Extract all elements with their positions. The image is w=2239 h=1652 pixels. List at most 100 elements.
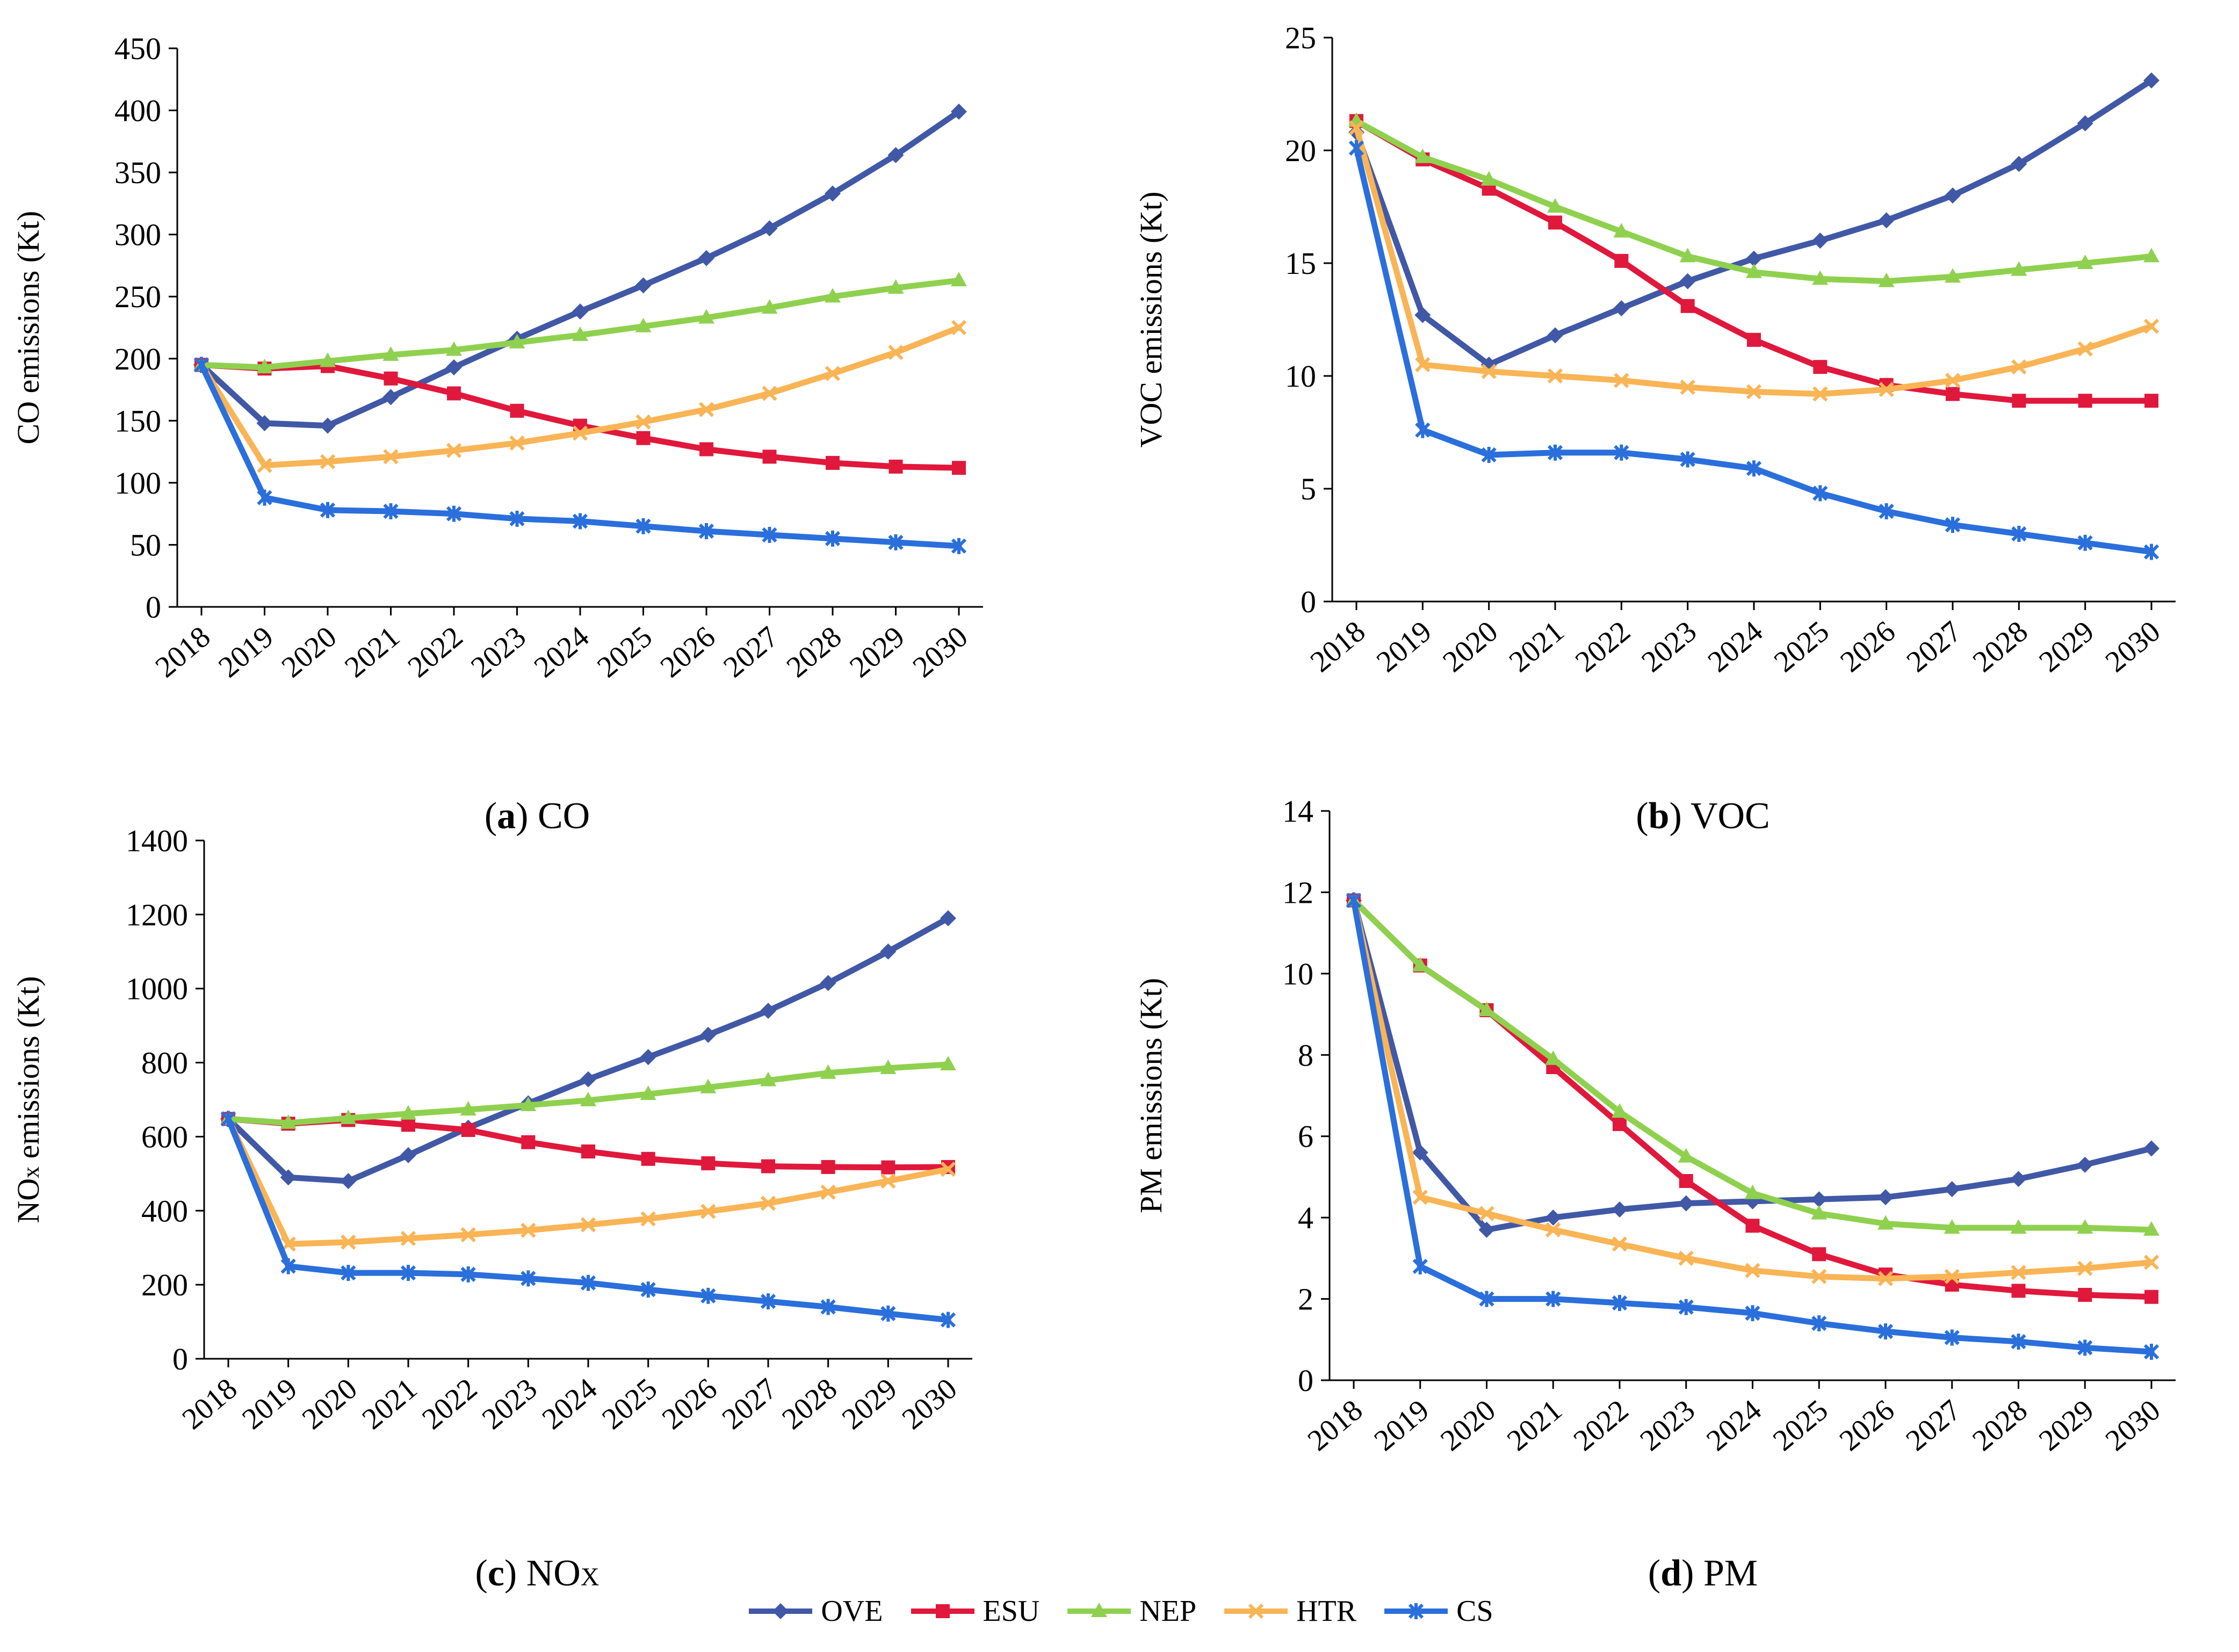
data-point — [580, 1091, 596, 1106]
data-point — [2143, 1255, 2159, 1270]
series-line-cs — [1350, 897, 2155, 1355]
x-tick-label: 2030 — [2099, 614, 2167, 678]
x-tick-label: 2028 — [1967, 614, 2034, 678]
data-point — [572, 425, 588, 441]
x-tick-label: 2019 — [1370, 614, 1438, 678]
data-point — [761, 220, 778, 237]
legend-marker-icon — [772, 1603, 789, 1619]
data-point — [193, 357, 210, 373]
data-point — [700, 1026, 717, 1043]
series-line-ove — [1353, 77, 2155, 368]
data-point — [1678, 1250, 1694, 1266]
data-point — [825, 288, 841, 303]
data-point — [888, 534, 904, 550]
data-point — [1744, 1184, 1761, 1199]
data-point — [1747, 332, 1761, 347]
data-point — [635, 317, 652, 332]
data-point — [1613, 300, 1630, 316]
data-point — [1614, 444, 1629, 461]
data-point — [1680, 451, 1695, 468]
data-point — [1944, 1181, 1960, 1198]
data-point — [1481, 364, 1497, 379]
data-point — [636, 431, 651, 445]
data-point — [1614, 373, 1629, 388]
y-tick-label: 10 — [1285, 359, 1316, 394]
x-tick-label: 2019 — [1368, 1393, 1435, 1457]
data-point — [951, 272, 967, 287]
data-point — [1945, 517, 1961, 533]
x-tick-label: 2023 — [1634, 1393, 1701, 1457]
data-point — [340, 1173, 357, 1190]
data-point — [1946, 387, 1960, 401]
legend-label: HTR — [1296, 1595, 1357, 1628]
data-point — [762, 526, 777, 543]
x-tick-label: 2022 — [1568, 1393, 1635, 1457]
caption-paren-open: ( — [1648, 1553, 1661, 1594]
data-point — [1680, 299, 1695, 313]
x-tick-label: 2025 — [1767, 1393, 1834, 1457]
data-point — [1679, 248, 1696, 263]
data-point — [382, 389, 399, 405]
data-point — [1612, 1201, 1628, 1218]
y-tick-label: 12 — [1282, 875, 1313, 910]
x-tick-label: 2019 — [212, 620, 280, 684]
data-point — [1812, 233, 1829, 249]
data-point — [1478, 1002, 1495, 1016]
data-point — [1348, 140, 1364, 156]
series-line-cs — [1353, 145, 2155, 555]
data-point — [698, 523, 714, 540]
data-point — [1879, 503, 1894, 519]
data-point — [700, 1204, 716, 1219]
data-point — [2077, 1260, 2093, 1276]
data-point — [820, 1299, 836, 1315]
data-point — [640, 1085, 656, 1100]
caption-a: (a) CO — [485, 795, 590, 838]
data-point — [880, 1059, 897, 1074]
x-tick-label: 2020 — [1436, 614, 1504, 678]
data-point — [1745, 1305, 1760, 1322]
data-point — [460, 1101, 476, 1116]
y-tick-label: 5 — [1301, 472, 1316, 506]
caption-paren-close: ) — [504, 1553, 526, 1594]
x-tick-label: 2022 — [402, 620, 470, 684]
data-point — [760, 1071, 776, 1086]
series-cs — [1348, 140, 2159, 560]
caption-paren-open: ( — [484, 795, 497, 837]
y-tick-label: 0 — [1298, 1363, 1313, 1398]
data-point — [1812, 1247, 1826, 1262]
x-tick-label: 2019 — [236, 1372, 304, 1436]
data-point — [1944, 1269, 1960, 1285]
data-point — [320, 454, 336, 469]
data-point — [1412, 1258, 1428, 1274]
y-tick-label: 150 — [114, 403, 161, 438]
data-point — [761, 299, 778, 314]
data-point — [760, 1003, 776, 1019]
x-tick-label: 2028 — [781, 620, 848, 684]
y-tick-label: 4 — [1298, 1200, 1313, 1235]
x-tick-label: 2030 — [896, 1372, 964, 1436]
data-point — [821, 1160, 835, 1174]
data-point — [698, 402, 714, 417]
chart-svg-d: 0246810121420182019202020212022202320242… — [1133, 795, 2176, 1458]
data-point — [2010, 1171, 2027, 1187]
data-point — [446, 359, 462, 375]
x-tick-label: 2020 — [276, 620, 343, 684]
data-point — [1613, 1117, 1627, 1131]
x-tick-label: 2021 — [1501, 1393, 1569, 1457]
data-point — [699, 442, 713, 457]
data-point — [257, 489, 272, 506]
y-tick-label: 400 — [141, 1193, 188, 1228]
data-point — [2077, 1339, 2093, 1356]
y-tick-label: 200 — [141, 1267, 188, 1302]
data-point — [1679, 1174, 1693, 1188]
y-axis-title: PM emissions (Kt) — [1133, 978, 1168, 1213]
legend-marker-icon — [1248, 1603, 1264, 1619]
series-esu — [1349, 114, 2158, 408]
y-tick-label: 0 — [146, 590, 161, 625]
caption-text: NO — [526, 1553, 581, 1594]
legend-label: NEP — [1139, 1595, 1197, 1628]
data-point — [446, 443, 462, 458]
series-cs — [1346, 892, 2159, 1360]
data-point — [825, 530, 841, 547]
data-point — [1877, 1323, 1894, 1340]
